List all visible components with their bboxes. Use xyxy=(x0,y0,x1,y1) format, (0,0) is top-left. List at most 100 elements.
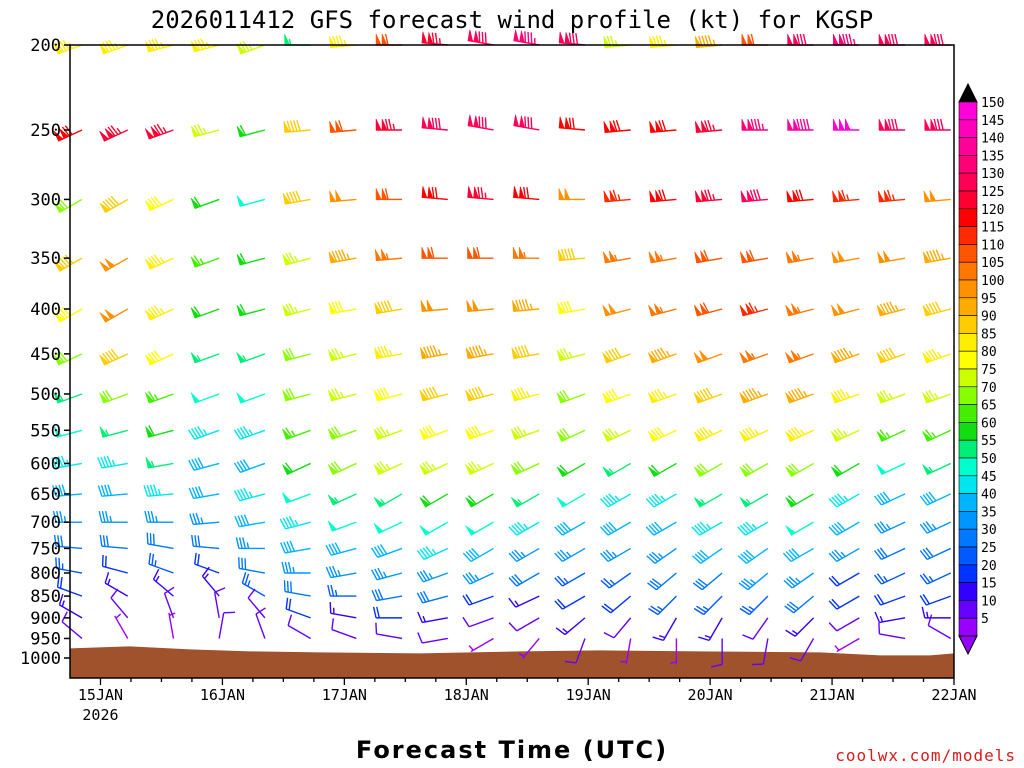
wind-barb xyxy=(830,428,860,442)
wind-barb xyxy=(787,118,814,131)
wind-barb xyxy=(190,305,220,319)
x-tick-label: 15JAN xyxy=(78,686,123,704)
colorbar-label: 145 xyxy=(981,114,1004,129)
y-axis: 200 250 300 350 400 450 500 550 600 650 700 750 800 8… xyxy=(20,36,70,669)
wind-barb xyxy=(603,119,631,133)
colorbar-label: 30 xyxy=(981,523,997,538)
colorbar-swatch xyxy=(958,546,978,566)
wind-barb xyxy=(241,572,266,597)
wind-barb xyxy=(739,426,769,442)
wind-barb xyxy=(828,595,860,610)
colorbar-swatch xyxy=(958,261,978,281)
colorbar-label: 130 xyxy=(981,167,1004,182)
colorbar-label: 10 xyxy=(981,594,997,609)
wind-barb xyxy=(599,521,632,536)
colorbar-swatch xyxy=(958,350,978,370)
wind-barb xyxy=(740,249,768,264)
wind-barb xyxy=(649,119,677,133)
wind-barb xyxy=(98,510,128,523)
wind-barb xyxy=(371,567,403,581)
wind-barb xyxy=(282,462,311,476)
wind-barb xyxy=(236,124,266,138)
wind-barb xyxy=(510,426,540,440)
wind-barb xyxy=(693,595,723,616)
wind-barb xyxy=(741,118,768,131)
wind-barb xyxy=(739,493,769,508)
wind-barb xyxy=(874,572,906,585)
wind-barb xyxy=(510,461,540,476)
wind-barb xyxy=(279,516,311,530)
wind-barb xyxy=(282,388,311,402)
colorbar-swatch xyxy=(958,404,978,423)
wind-barb xyxy=(647,347,677,364)
wind-barb xyxy=(830,347,860,364)
x-tick-label: 21JAN xyxy=(809,686,854,704)
y-tick-label: 650 xyxy=(30,485,61,505)
wind-barb xyxy=(114,613,129,639)
wind-barb xyxy=(828,493,860,508)
wind-barb xyxy=(652,617,678,642)
wind-barb xyxy=(692,547,723,564)
colorbar-label: 120 xyxy=(981,203,1004,218)
wind-barb xyxy=(97,455,128,469)
wind-barb xyxy=(831,250,860,264)
wind-barb xyxy=(97,484,128,497)
wind-barb xyxy=(785,493,814,508)
wind-barb xyxy=(329,602,357,619)
wind-barb xyxy=(238,557,266,574)
wind-barb xyxy=(556,389,586,404)
wind-barb xyxy=(190,196,220,209)
wind-barb xyxy=(785,303,814,317)
colorbar-label: 100 xyxy=(981,274,1004,289)
wind-barb xyxy=(99,125,129,142)
wind-barb xyxy=(327,584,357,597)
wind-barb xyxy=(556,462,586,478)
wind-barb xyxy=(834,637,860,653)
wind-barb xyxy=(693,302,723,317)
terrain-surface xyxy=(70,646,954,678)
wind-barb xyxy=(420,299,448,312)
wind-barb xyxy=(416,569,449,583)
wind-barb xyxy=(600,572,632,589)
wind-barb xyxy=(236,40,266,55)
colorbar-swatch xyxy=(958,457,978,477)
wind-barb xyxy=(188,486,220,500)
colorbar-swatch xyxy=(958,368,978,388)
wind-barb xyxy=(602,250,631,264)
credit-link[interactable]: coolwx.com/models xyxy=(835,746,1016,765)
colorbar-label: 15 xyxy=(981,577,997,592)
wind-barb xyxy=(284,33,311,46)
wind-barb xyxy=(201,566,220,597)
wind-barb xyxy=(508,547,540,563)
colorbar-label: 45 xyxy=(981,470,997,485)
wind-barb xyxy=(373,461,403,476)
wind-barb xyxy=(374,248,403,262)
wind-barb xyxy=(279,540,311,554)
wind-barb xyxy=(830,388,860,404)
colorbar-swatch xyxy=(958,279,978,299)
x-tick-label: 20JAN xyxy=(688,686,733,704)
wind-barb xyxy=(647,426,677,442)
wind-barb xyxy=(281,561,311,574)
colorbar-swatch xyxy=(958,333,978,352)
wind-barb xyxy=(513,186,540,201)
wind-barb xyxy=(874,611,906,624)
wind-barb xyxy=(558,116,586,131)
wind-barb xyxy=(247,588,266,619)
wind-barb xyxy=(874,521,906,534)
wind-barb xyxy=(693,462,723,478)
wind-barb xyxy=(417,611,448,624)
x-tick-label: 16JAN xyxy=(200,686,245,704)
wind-barb xyxy=(876,429,906,442)
wind-barb xyxy=(831,303,860,317)
wind-barb xyxy=(603,617,632,639)
colorbar-label: 135 xyxy=(981,149,1004,164)
colorbar-swatch xyxy=(958,617,978,637)
wind-barb xyxy=(739,462,769,478)
wind-barb xyxy=(710,638,723,668)
wind-barb xyxy=(924,33,951,46)
wind-barb xyxy=(602,388,631,404)
wind-barb xyxy=(327,520,357,532)
wind-barb xyxy=(375,622,403,640)
